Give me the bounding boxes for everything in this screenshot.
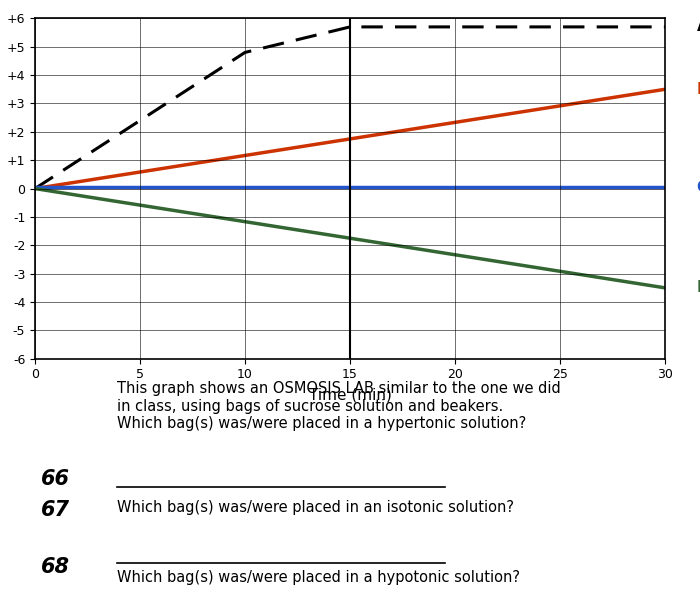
Text: Which bag(s) was/were placed in a hypotonic solution?: Which bag(s) was/were placed in a hypoto… (117, 570, 520, 585)
Text: A: A (696, 20, 700, 34)
Text: C: C (696, 180, 700, 195)
Text: 68: 68 (41, 557, 70, 577)
Text: B: B (696, 82, 700, 97)
Text: 66: 66 (41, 469, 70, 489)
Text: Which bag(s) was/were placed in an isotonic solution?: Which bag(s) was/were placed in an isoto… (117, 500, 514, 515)
Text: This graph shows an OSMOSIS LAB similar to the one we did
in class, using bags o: This graph shows an OSMOSIS LAB similar … (117, 381, 561, 431)
X-axis label: Time (min): Time (min) (309, 387, 391, 402)
Text: 67: 67 (41, 500, 70, 520)
Y-axis label: Mass Change (%): Mass Change (%) (0, 122, 1, 255)
Text: D: D (696, 280, 700, 295)
